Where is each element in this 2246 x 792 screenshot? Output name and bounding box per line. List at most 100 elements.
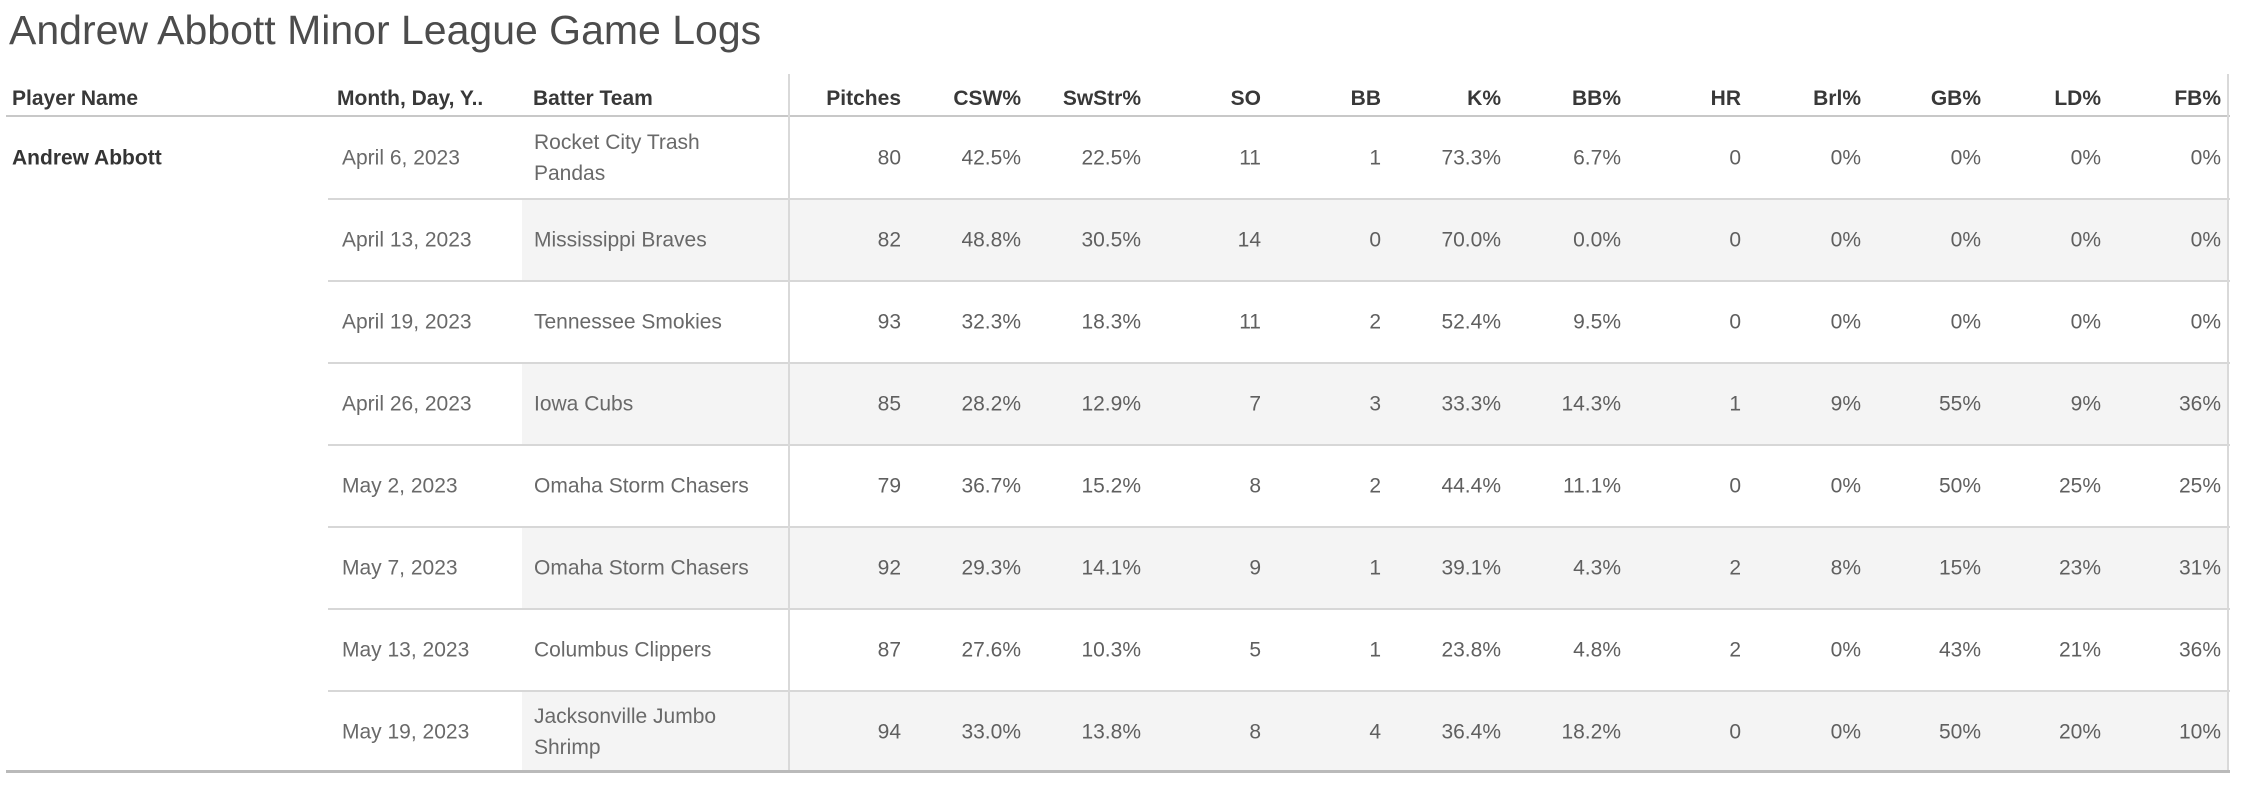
metric-cell-k[interactable]: 33.3% xyxy=(1441,392,1501,416)
date-cell[interactable]: May 2, 2023 xyxy=(342,474,458,498)
metric-cell-fb[interactable]: 10% xyxy=(2178,720,2221,744)
metric-cell-csw[interactable]: 29.3% xyxy=(961,556,1021,580)
team-cell[interactable]: Iowa Cubs xyxy=(534,392,634,416)
metric-cell-swstr[interactable]: 12.9% xyxy=(1081,392,1141,416)
metric-cell-k[interactable]: 23.8% xyxy=(1441,638,1501,662)
metric-cell-pitches[interactable]: 80 xyxy=(877,146,901,170)
metric-cell-hr[interactable]: 0 xyxy=(1729,720,1741,744)
team-cell[interactable]: Omaha Storm Chasers xyxy=(534,474,749,498)
team-cell[interactable]: Jacksonville Jumbo Shrimp xyxy=(534,705,717,759)
metric-cell-gb[interactable]: 15% xyxy=(1938,556,1981,580)
metric-cell-swstr[interactable]: 18.3% xyxy=(1081,310,1141,334)
metric-cell-bbpct[interactable]: 4.3% xyxy=(1573,556,1621,580)
metric-cell-k[interactable]: 70.0% xyxy=(1441,228,1501,252)
metric-cell-brl[interactable]: 0% xyxy=(1830,310,1861,334)
metric-cell-gb[interactable]: 0% xyxy=(1950,228,1981,252)
metric-cell-bb[interactable]: 3 xyxy=(1369,392,1381,416)
metric-cell-pitches[interactable]: 85 xyxy=(877,392,901,416)
column-header-pitches[interactable]: Pitches xyxy=(826,87,901,110)
metric-cell-bbpct[interactable]: 14.3% xyxy=(1561,392,1621,416)
metric-cell-fb[interactable]: 0% xyxy=(2190,146,2221,170)
metric-cell-bbpct[interactable]: 0.0% xyxy=(1573,228,1621,252)
metric-cell-bb[interactable]: 1 xyxy=(1369,146,1381,170)
team-cell[interactable]: Mississippi Braves xyxy=(534,228,707,252)
metric-cell-bb[interactable]: 2 xyxy=(1369,474,1381,498)
metric-cell-csw[interactable]: 32.3% xyxy=(961,310,1021,334)
metric-cell-swstr[interactable]: 30.5% xyxy=(1081,228,1141,252)
metric-cell-swstr[interactable]: 13.8% xyxy=(1081,720,1141,744)
metric-cell-gb[interactable]: 50% xyxy=(1938,720,1981,744)
metric-cell-gb[interactable]: 43% xyxy=(1938,638,1981,662)
date-cell[interactable]: April 19, 2023 xyxy=(342,310,472,334)
metric-cell-pitches[interactable]: 93 xyxy=(877,310,901,334)
metric-cell-gb[interactable]: 55% xyxy=(1938,392,1981,416)
date-cell[interactable]: May 19, 2023 xyxy=(342,720,470,744)
metric-cell-csw[interactable]: 36.7% xyxy=(961,474,1021,498)
column-header-hr[interactable]: HR xyxy=(1710,87,1741,110)
metric-cell-so[interactable]: 7 xyxy=(1249,392,1261,416)
column-header-csw-pct[interactable]: CSW% xyxy=(953,87,1021,110)
metric-cell-swstr[interactable]: 10.3% xyxy=(1081,638,1141,662)
metric-cell-ld[interactable]: 0% xyxy=(2070,228,2101,252)
metric-cell-ld[interactable]: 25% xyxy=(2058,474,2101,498)
date-cell[interactable]: April 13, 2023 xyxy=(342,228,472,252)
team-cell[interactable]: Rocket City Trash Pandas xyxy=(534,131,700,185)
metric-cell-brl[interactable]: 8% xyxy=(1830,556,1861,580)
column-header-brl-pct[interactable]: Brl% xyxy=(1813,87,1861,110)
metric-cell-hr[interactable]: 0 xyxy=(1729,474,1741,498)
metric-cell-so[interactable]: 8 xyxy=(1249,720,1261,744)
metric-cell-gb[interactable]: 50% xyxy=(1938,474,1981,498)
metric-cell-k[interactable]: 44.4% xyxy=(1441,474,1501,498)
date-cell[interactable]: May 13, 2023 xyxy=(342,638,470,662)
metric-cell-pitches[interactable]: 82 xyxy=(877,228,901,252)
column-header-gb-pct[interactable]: GB% xyxy=(1930,87,1981,110)
metric-cell-k[interactable]: 52.4% xyxy=(1441,310,1501,334)
metric-cell-so[interactable]: 11 xyxy=(1239,310,1261,334)
metric-cell-gb[interactable]: 0% xyxy=(1950,310,1981,334)
column-header-so[interactable]: SO xyxy=(1230,87,1261,110)
metric-cell-brl[interactable]: 0% xyxy=(1830,720,1861,744)
column-header-bb-pct[interactable]: BB% xyxy=(1571,87,1621,110)
metric-cell-fb[interactable]: 31% xyxy=(2178,556,2221,580)
metric-cell-csw[interactable]: 27.6% xyxy=(961,638,1021,662)
metric-cell-brl[interactable]: 0% xyxy=(1830,146,1861,170)
metric-cell-gb[interactable]: 0% xyxy=(1950,146,1981,170)
team-cell[interactable]: Tennessee Smokies xyxy=(534,310,722,334)
metric-cell-hr[interactable]: 0 xyxy=(1729,146,1741,170)
date-cell[interactable]: May 7, 2023 xyxy=(342,556,458,580)
metric-cell-so[interactable]: 9 xyxy=(1249,556,1261,580)
metric-cell-bb[interactable]: 1 xyxy=(1369,556,1381,580)
column-header-fb-pct[interactable]: FB% xyxy=(2174,87,2221,110)
metric-cell-k[interactable]: 39.1% xyxy=(1441,556,1501,580)
metric-cell-so[interactable]: 14 xyxy=(1237,228,1261,252)
team-cell[interactable]: Columbus Clippers xyxy=(534,638,712,662)
metric-cell-brl[interactable]: 0% xyxy=(1830,474,1861,498)
metric-cell-ld[interactable]: 0% xyxy=(2070,310,2101,334)
metric-cell-so[interactable]: 11 xyxy=(1239,146,1261,170)
metric-cell-fb[interactable]: 25% xyxy=(2178,474,2221,498)
metric-cell-csw[interactable]: 33.0% xyxy=(961,720,1021,744)
metric-cell-brl[interactable]: 0% xyxy=(1830,638,1861,662)
metric-cell-bb[interactable]: 4 xyxy=(1369,720,1381,744)
metric-cell-bbpct[interactable]: 9.5% xyxy=(1573,310,1621,334)
metric-cell-ld[interactable]: 23% xyxy=(2058,556,2101,580)
metric-cell-ld[interactable]: 21% xyxy=(2058,638,2101,662)
metric-cell-brl[interactable]: 0% xyxy=(1830,228,1861,252)
metric-cell-swstr[interactable]: 22.5% xyxy=(1081,146,1141,170)
column-header-batter-team[interactable]: Batter Team xyxy=(533,87,653,110)
metric-cell-bbpct[interactable]: 4.8% xyxy=(1573,638,1621,662)
metric-cell-bb[interactable]: 2 xyxy=(1369,310,1381,334)
metric-cell-pitches[interactable]: 92 xyxy=(877,556,901,580)
date-cell[interactable]: April 6, 2023 xyxy=(342,146,460,170)
metric-cell-hr[interactable]: 2 xyxy=(1729,638,1741,662)
metric-cell-brl[interactable]: 9% xyxy=(1830,392,1861,416)
metric-cell-bbpct[interactable]: 6.7% xyxy=(1573,146,1621,170)
metric-cell-fb[interactable]: 0% xyxy=(2190,310,2221,334)
metric-cell-fb[interactable]: 36% xyxy=(2178,638,2221,662)
metric-cell-pitches[interactable]: 79 xyxy=(877,474,901,498)
metric-cell-k[interactable]: 73.3% xyxy=(1441,146,1501,170)
metric-cell-hr[interactable]: 2 xyxy=(1729,556,1741,580)
metric-cell-bb[interactable]: 0 xyxy=(1369,228,1381,252)
column-header-k-pct[interactable]: K% xyxy=(1467,87,1501,110)
metric-cell-bb[interactable]: 1 xyxy=(1369,638,1381,662)
